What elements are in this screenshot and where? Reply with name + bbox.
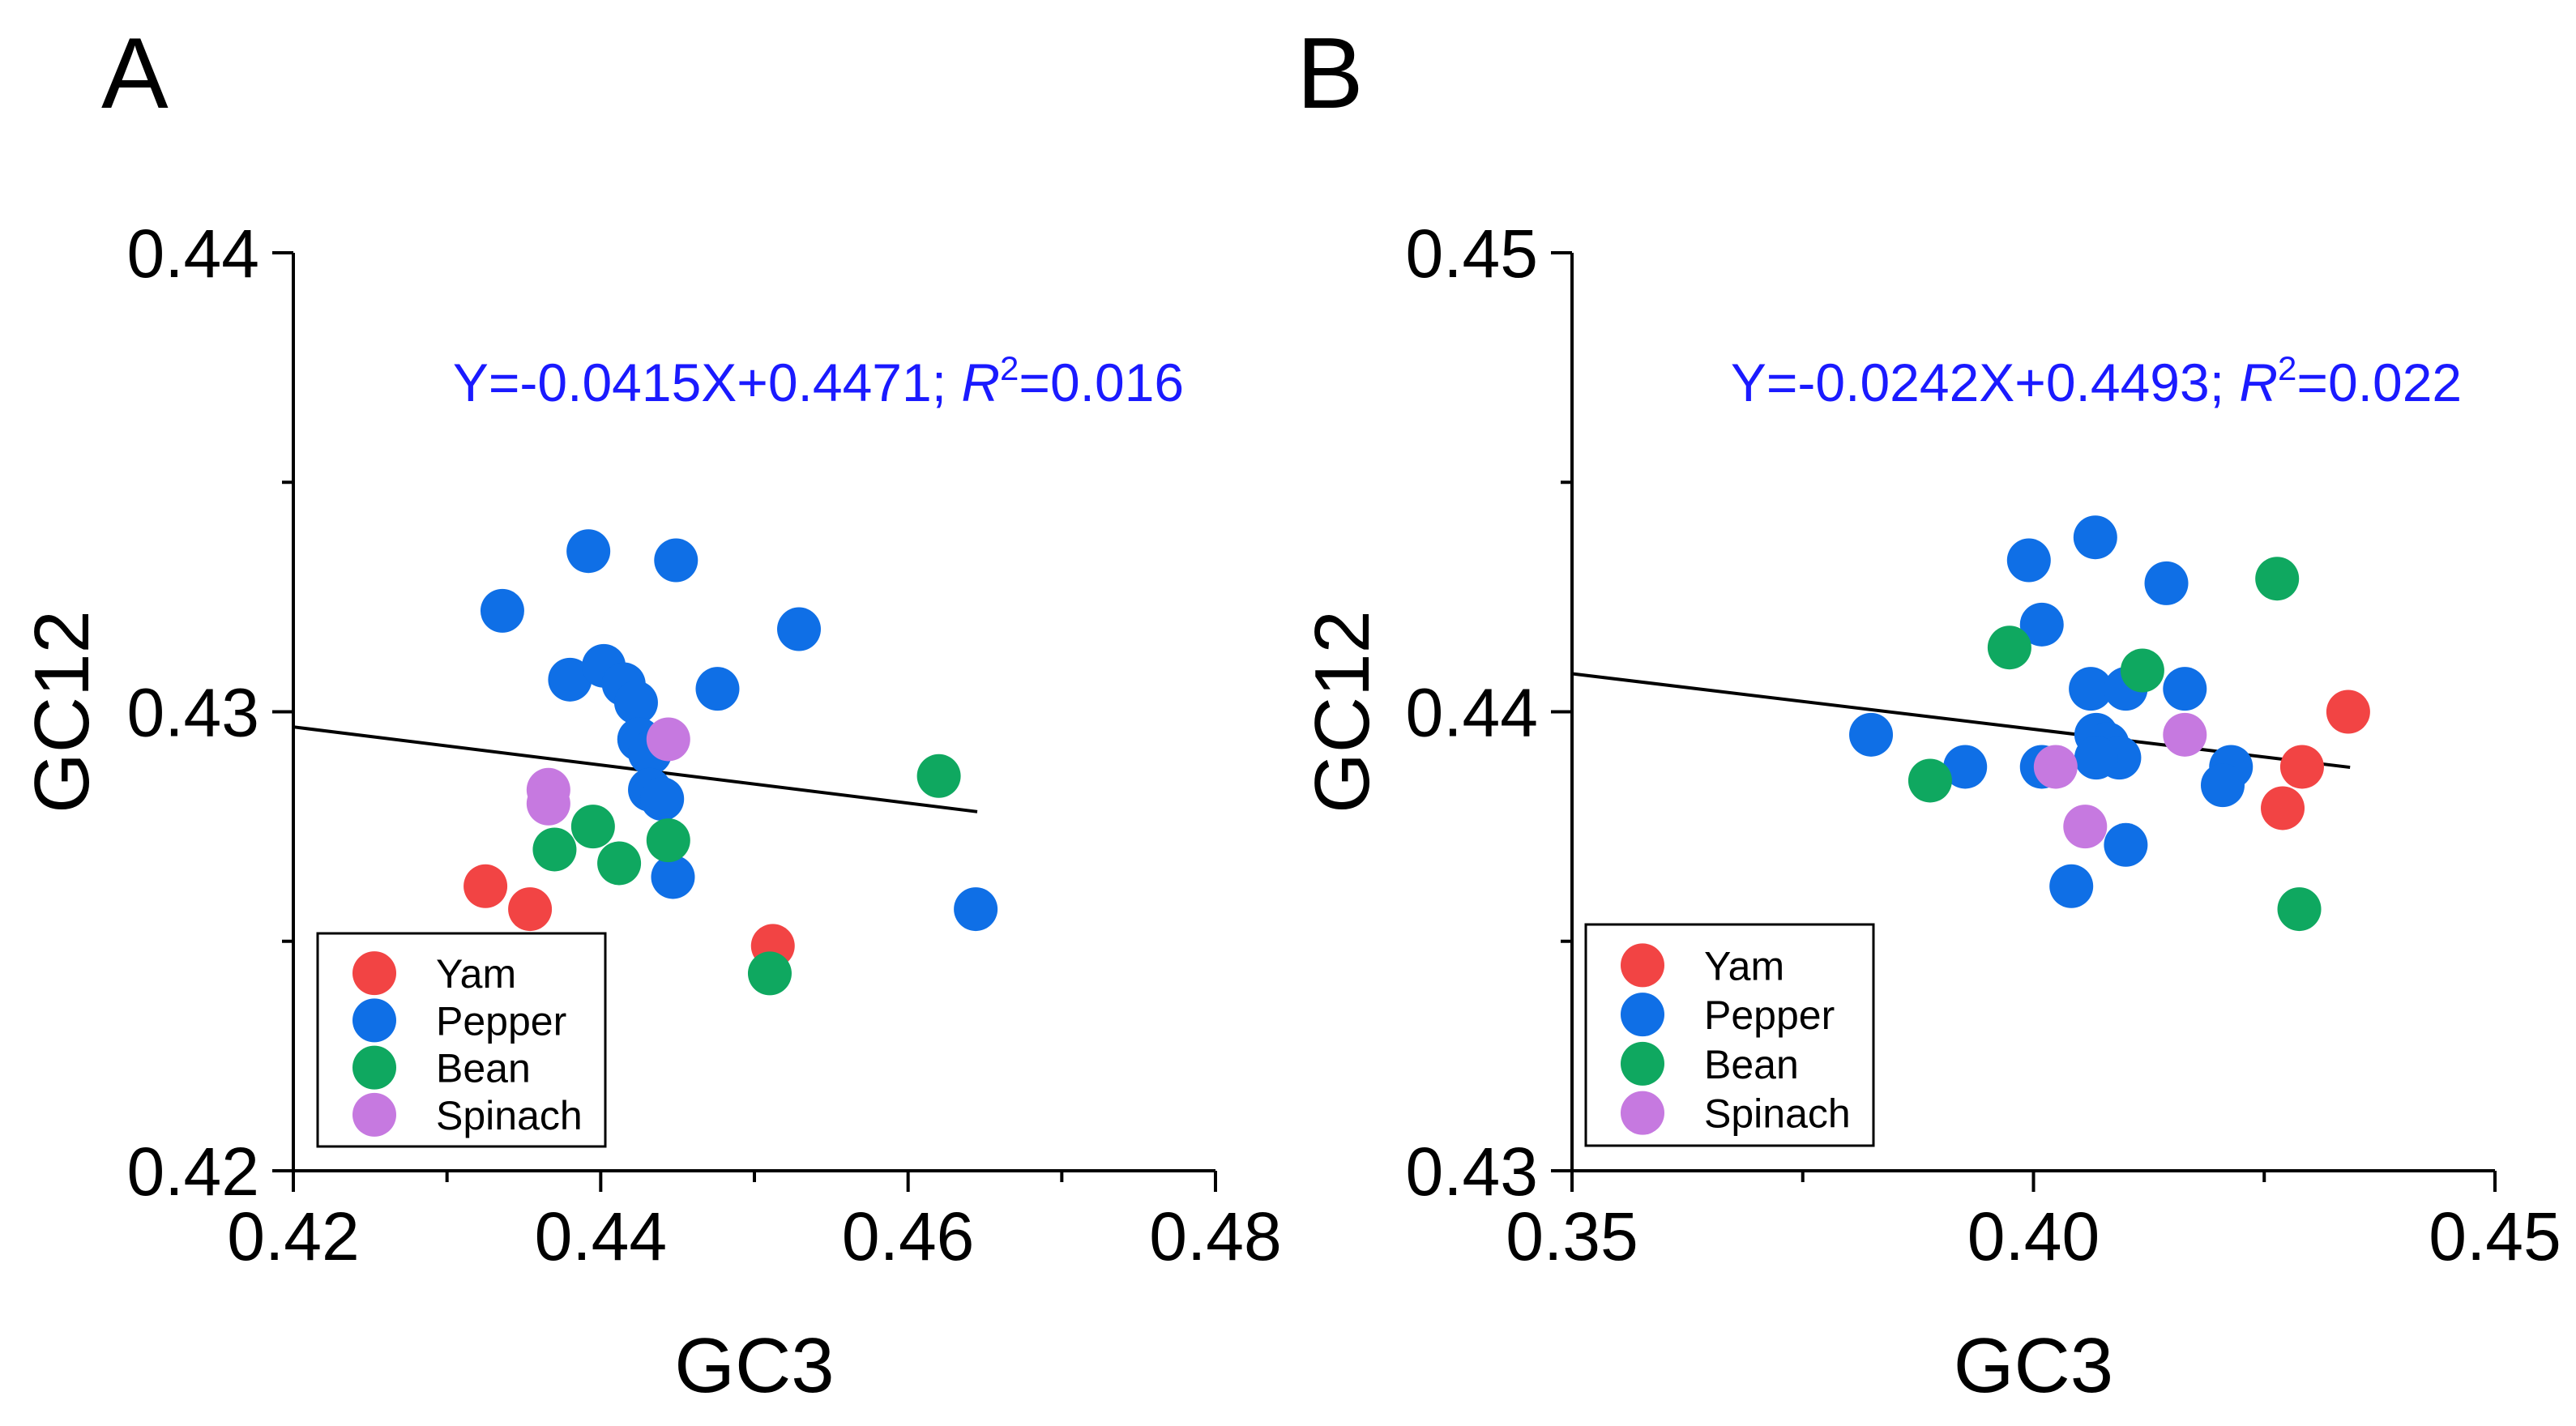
point-pepper <box>2074 736 2118 780</box>
point-pepper <box>2073 515 2117 560</box>
y-tick-label: 0.45 <box>1406 216 1539 292</box>
x-axis-title: GC3 <box>1954 1322 2113 1409</box>
equation-text: Y=-0.0242X+0.4493; <box>1731 352 2240 412</box>
panel-label: B <box>1297 18 1364 130</box>
legend-label-bean: Bean <box>1704 1042 1799 1087</box>
legend-marker-yam <box>1621 943 1664 988</box>
point-pepper <box>2104 822 2148 867</box>
legend-label-pepper: Pepper <box>436 998 566 1044</box>
panel-a: 0.42 0.44 0.46 0.480.420.430.44GC3GC12AY=-0… <box>19 18 1282 1409</box>
point-pepper <box>2049 864 2094 908</box>
y-tick-label: 0.42 <box>127 1134 260 1210</box>
legend-label-pepper: Pepper <box>1704 993 1835 1038</box>
r-symbol: R <box>961 352 1000 412</box>
point-bean <box>532 827 577 872</box>
panel-b: 0.35 0.40 0.45 0.43 0.44 0.45 GC3 GC12 B Y=-0.024… <box>1297 18 2561 1409</box>
legend-marker-bean <box>1621 1041 1664 1086</box>
point-bean <box>1987 625 2031 670</box>
point-pepper <box>654 538 698 583</box>
point-pepper <box>613 681 658 725</box>
point-spinach <box>2033 745 2078 789</box>
point-spinach <box>2063 805 2108 849</box>
regression-equation: Y=-0.0415X+0.4471; R2=0.016 <box>453 349 1184 412</box>
r-squared-value: =0.022 <box>2296 352 2462 412</box>
point-pepper <box>954 887 998 932</box>
legend-label-spinach: Spinach <box>1704 1091 1851 1137</box>
point-yam <box>2261 786 2305 830</box>
point-pepper <box>548 657 592 702</box>
point-yam <box>2279 745 2324 789</box>
r-squared-value: =0.016 <box>1019 352 1184 412</box>
point-pepper <box>2069 667 2113 711</box>
equation-text: Y=-0.0415X+0.4471; <box>453 352 962 412</box>
point-pepper <box>2200 763 2245 808</box>
legend-label-spinach: Spinach <box>436 1093 583 1138</box>
point-pepper <box>1943 745 1988 789</box>
legend-marker-yam <box>352 951 396 996</box>
x-tick-label: 0.46 <box>842 1198 975 1274</box>
point-bean <box>747 951 792 996</box>
legend-marker-spinach <box>1621 1091 1664 1135</box>
point-pepper <box>640 777 685 822</box>
point-pepper <box>1849 712 1894 757</box>
legend-label-yam: Yam <box>1704 943 1784 988</box>
r-superscript: 2 <box>2278 349 2296 387</box>
point-pepper <box>2163 667 2207 711</box>
x-axis-title: GC3 <box>674 1322 834 1409</box>
panel-label: A <box>101 18 169 130</box>
y-tick-label: 0.43 <box>127 675 260 751</box>
r-superscript: 2 <box>1000 349 1019 387</box>
x-tick-label: 0.35 <box>1506 1198 1638 1274</box>
x-tick-label: 0.45 <box>2429 1198 2561 1274</box>
y-axis-title: GC12 <box>19 610 105 813</box>
point-pepper <box>480 588 524 633</box>
x-tick-label: 0.42 <box>227 1198 360 1274</box>
point-pepper <box>651 855 695 899</box>
point-pepper <box>2144 561 2189 605</box>
x-tick-label: 0.40 <box>1967 1198 2100 1274</box>
point-bean <box>1907 758 1952 803</box>
point-pepper <box>566 529 611 574</box>
point-bean <box>916 754 961 798</box>
point-bean <box>2120 648 2164 693</box>
y-tick-label: 0.44 <box>127 216 260 292</box>
y-tick-label: 0.43 <box>1406 1134 1539 1210</box>
point-spinach <box>2163 712 2207 757</box>
x-tick-label: 0.48 <box>1149 1198 1282 1274</box>
point-bean <box>597 841 642 886</box>
point-spinach <box>646 717 690 762</box>
legend-label-bean: Bean <box>436 1046 531 1091</box>
point-bean <box>2255 557 2300 601</box>
legend-marker-pepper <box>1621 993 1664 1037</box>
point-yam <box>508 887 553 932</box>
legend-label-yam: Yam <box>436 951 516 997</box>
point-spinach <box>526 781 570 826</box>
legend-marker-pepper <box>352 998 396 1043</box>
point-bean <box>646 818 690 863</box>
regression-equation: Y=-0.0242X+0.4493; R2=0.022 <box>1731 349 2462 412</box>
point-bean <box>2277 887 2322 932</box>
point-pepper <box>777 607 822 651</box>
y-tick-label: 0.44 <box>1406 675 1539 751</box>
x-tick-label: 0.44 <box>535 1198 668 1274</box>
point-yam <box>464 864 508 908</box>
point-yam <box>2326 690 2370 734</box>
point-pepper <box>2006 538 2051 583</box>
legend-marker-bean <box>352 1045 396 1090</box>
legend-marker-spinach <box>352 1092 396 1137</box>
r-symbol: R <box>2239 352 2278 412</box>
point-bean <box>570 805 615 849</box>
point-pepper <box>2019 602 2064 647</box>
y-axis-title: GC12 <box>1299 610 1386 813</box>
point-pepper <box>695 667 740 711</box>
